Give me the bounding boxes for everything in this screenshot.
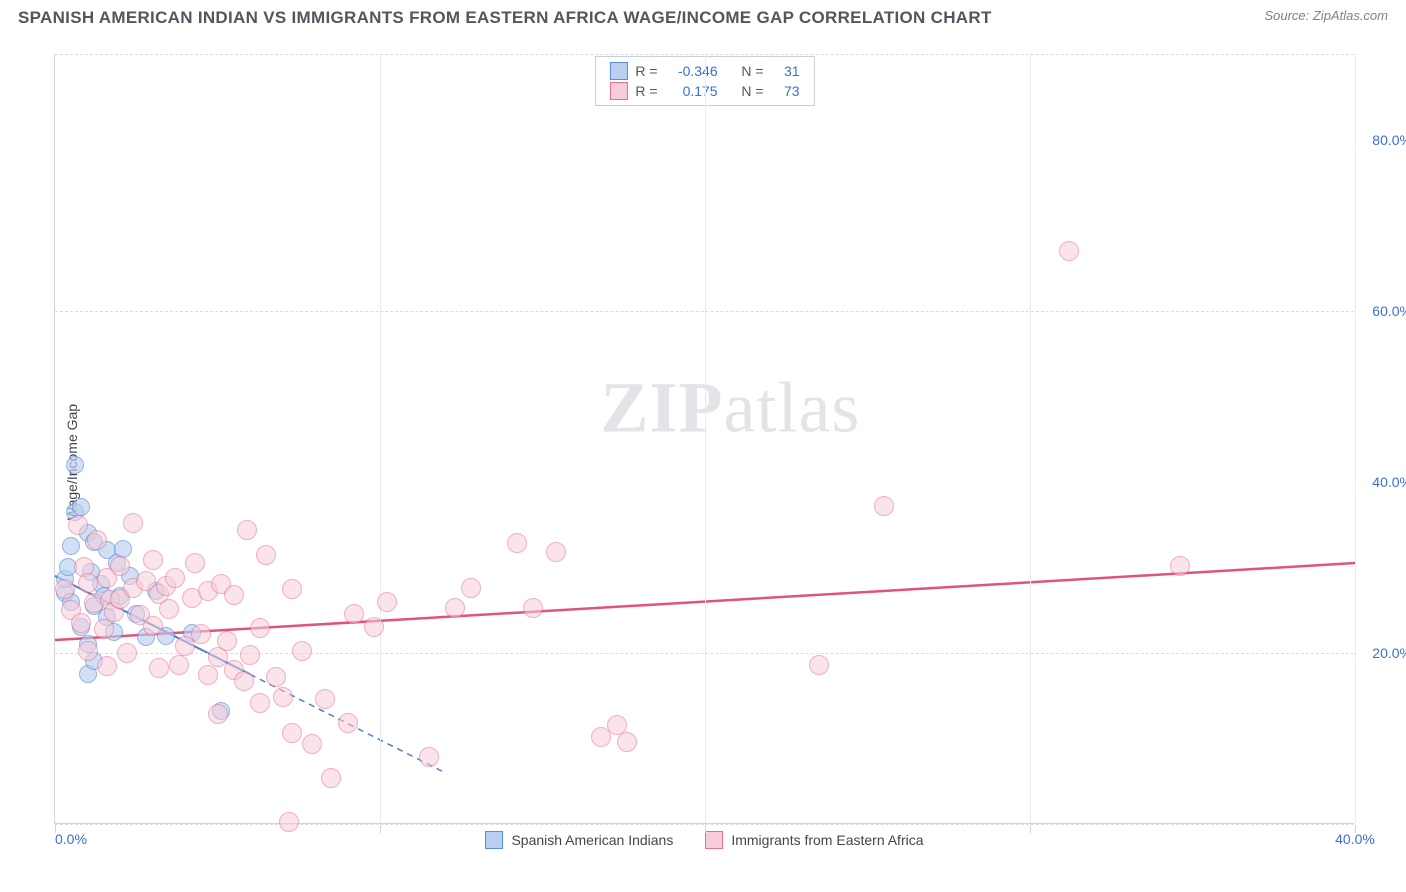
data-point [344, 604, 364, 624]
data-point [250, 693, 270, 713]
watermark-rest: atlas [724, 367, 861, 447]
data-point [149, 658, 169, 678]
gridline-v [705, 54, 706, 823]
legend-swatch [485, 831, 503, 849]
data-point [282, 723, 302, 743]
data-point [78, 573, 98, 593]
data-point [377, 592, 397, 612]
data-point [143, 550, 163, 570]
data-point [66, 456, 84, 474]
data-point [62, 537, 80, 555]
y-tick-label: 80.0% [1372, 132, 1406, 148]
data-point [87, 530, 107, 550]
data-point [143, 616, 163, 636]
legend-swatch [705, 831, 723, 849]
source-name: ZipAtlas.com [1313, 8, 1388, 23]
r-value: 0.175 [666, 83, 718, 99]
data-point [279, 812, 299, 832]
legend-label: Spanish American Indians [511, 832, 673, 848]
data-point [282, 579, 302, 599]
data-point [117, 643, 137, 663]
chart-area: Wage/Income Gap ZIPatlas R =-0.346 N =31… [44, 44, 1394, 880]
data-point [523, 598, 543, 618]
data-point [445, 598, 465, 618]
n-value: 31 [772, 63, 800, 79]
n-label: N = [741, 83, 763, 99]
data-point [237, 520, 257, 540]
data-point [461, 578, 481, 598]
y-tick-label: 20.0% [1372, 645, 1406, 661]
data-point [234, 671, 254, 691]
data-point [185, 553, 205, 573]
data-point [256, 545, 276, 565]
data-point [97, 656, 117, 676]
x-tick [705, 825, 706, 833]
x-tick [1030, 825, 1031, 833]
gridline-v [1030, 54, 1031, 823]
data-point [1170, 556, 1190, 576]
data-point [273, 687, 293, 707]
data-point [94, 619, 114, 639]
r-label: R = [635, 63, 657, 79]
chart-header: SPANISH AMERICAN INDIAN VS IMMIGRANTS FR… [0, 0, 1406, 32]
data-point [110, 556, 130, 576]
data-point [72, 498, 90, 516]
legend-label: Immigrants from Eastern Africa [731, 832, 923, 848]
source-attribution: Source: ZipAtlas.com [1264, 8, 1388, 23]
data-point [169, 655, 189, 675]
x-tick-label: 0.0% [55, 831, 87, 847]
x-tick-label: 40.0% [1335, 831, 1375, 847]
data-point [78, 641, 98, 661]
data-point [198, 665, 218, 685]
legend-item: Immigrants from Eastern Africa [705, 831, 923, 849]
r-label: R = [635, 83, 657, 99]
chart-title: SPANISH AMERICAN INDIAN VS IMMIGRANTS FR… [18, 8, 992, 28]
data-point [68, 515, 88, 535]
data-point [809, 655, 829, 675]
data-point [71, 613, 91, 633]
data-point [240, 645, 260, 665]
n-label: N = [741, 63, 763, 79]
source-label: Source: [1264, 8, 1312, 23]
data-point [617, 732, 637, 752]
data-point [507, 533, 527, 553]
legend-item: Spanish American Indians [485, 831, 673, 849]
data-point [546, 542, 566, 562]
watermark: ZIPatlas [600, 366, 860, 449]
data-point [165, 568, 185, 588]
data-point [338, 713, 358, 733]
data-point [315, 689, 335, 709]
data-point [208, 704, 228, 724]
data-point [55, 579, 75, 599]
data-point [266, 667, 286, 687]
data-point [123, 513, 143, 533]
y-tick-label: 60.0% [1372, 303, 1406, 319]
data-point [224, 585, 244, 605]
data-point [321, 768, 341, 788]
n-value: 73 [772, 83, 800, 99]
legend: Spanish American Indians Immigrants from … [55, 831, 1354, 849]
data-point [1059, 241, 1079, 261]
plot-region: ZIPatlas R =-0.346 N =31R =0.175 N =73 S… [54, 54, 1354, 824]
gridline-v [1355, 54, 1356, 823]
data-point [217, 631, 237, 651]
data-point [419, 747, 439, 767]
data-point [191, 624, 211, 644]
series-swatch [609, 62, 627, 80]
y-tick-label: 40.0% [1372, 474, 1406, 490]
data-point [250, 618, 270, 638]
data-point [874, 496, 894, 516]
data-point [302, 734, 322, 754]
series-swatch [609, 82, 627, 100]
gridline-v [380, 54, 381, 823]
data-point [292, 641, 312, 661]
x-tick [380, 825, 381, 833]
data-point [159, 599, 179, 619]
data-point [114, 540, 132, 558]
data-point [364, 617, 384, 637]
r-value: -0.346 [666, 63, 718, 79]
